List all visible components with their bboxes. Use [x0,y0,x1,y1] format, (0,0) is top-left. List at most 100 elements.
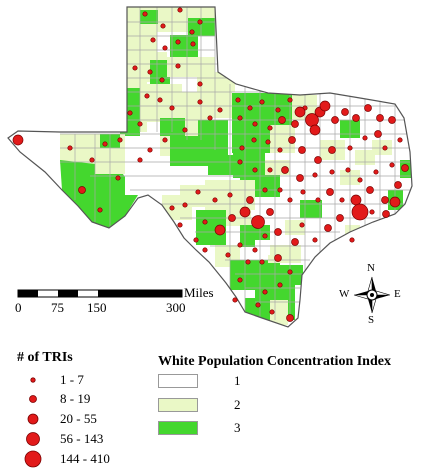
tri-point [319,100,331,112]
tri-point [252,121,258,127]
tri-point [235,97,241,103]
tri-point [267,167,273,173]
tri-legend-symbols [24,377,42,468]
tri-point [300,189,306,195]
tri-point [217,107,223,113]
tri-point [190,41,196,47]
tri-point [362,135,368,141]
tri-size-1 [30,377,36,383]
tri-point [245,259,251,265]
scale-tick-75: 75 [51,300,64,315]
tri-point [262,289,268,295]
tri-point [214,224,226,236]
tri-point [259,259,265,265]
tri-point [388,116,396,124]
tri-point [147,69,153,75]
tri-point [252,247,258,253]
tri-point [299,222,305,228]
tri-point [347,145,353,151]
tri-point [251,137,257,143]
tri-legend-item: 56 - 143 [60,431,104,446]
tri-point [345,167,351,173]
index-swatch-2 [158,398,198,412]
tri-point [251,215,265,229]
tri-point [144,93,150,99]
tri-point [197,19,203,25]
tri-legend-item: 8 - 19 [60,391,91,406]
tri-point [364,104,372,112]
tri-point [315,197,321,203]
tri-point [341,108,349,116]
compass-w: W [339,288,350,300]
tri-point [142,11,148,17]
index-legend-item: 2 [234,397,241,412]
tri-point [150,37,156,43]
tri-point [401,164,409,172]
tri-point [339,197,345,203]
tri-point [182,127,188,133]
tri-point [287,269,293,275]
tri-point [369,209,375,215]
tri-point [169,205,175,211]
tri-legend-title: # of TRIs [17,350,73,365]
tri-point [287,197,293,203]
compass-e: E [394,288,401,300]
tri-point [357,177,363,183]
tri-point [132,65,138,71]
tri-point [159,77,165,83]
tri-point [162,45,168,51]
tri-point [157,97,163,103]
tri-point [266,208,274,216]
tri-point [314,156,322,164]
tri-legend-item: 20 - 55 [60,411,97,426]
tri-size-3 [27,413,39,425]
tri-point [262,187,268,193]
tri-size-4 [26,432,40,446]
tri-point [202,219,208,225]
tri-point [102,141,108,147]
tri-point [246,196,254,204]
index-legend-item: 1 [234,373,241,388]
tri-point [232,297,238,303]
tri-legend-item: 1 - 7 [60,372,84,387]
scale-bar [17,289,183,298]
scale-unit-label: Miles [184,285,214,300]
tri-point [329,169,335,175]
index-legend-item: 3 [234,420,241,435]
tri-point [207,115,213,121]
tri-point [160,23,166,29]
tri-point [382,145,388,151]
scale-tick-300: 300 [166,300,186,315]
tri-point [394,181,402,189]
county-borders [60,7,412,320]
tri-point [252,167,258,173]
compass-rose-icon [353,276,391,314]
tri-point [237,277,243,283]
tri-point [175,39,181,45]
tri-point [281,166,289,174]
tri-legend-item: 144 - 410 [60,451,110,466]
tri-point [177,7,183,13]
tri-point [127,110,133,116]
tri-point [239,145,245,151]
tri-point [389,162,395,168]
tri-point [296,174,304,182]
tri-point [389,196,401,208]
tri-point [326,188,334,196]
tri-point [350,194,362,206]
tri-symbols [12,7,409,322]
tri-point [291,120,299,128]
tri-point [115,175,121,181]
tri-point [376,114,384,122]
tri-point [312,172,318,178]
index-swatch-3 [158,421,198,435]
tri-point [137,121,143,127]
tri-point [228,214,236,222]
tri-point [277,282,283,288]
tri-point [169,105,175,111]
tri-point [294,106,306,118]
tri-point [78,186,86,194]
tri-point [265,139,271,145]
tri-point [162,137,168,143]
scale-tick-0: 0 [15,300,22,315]
